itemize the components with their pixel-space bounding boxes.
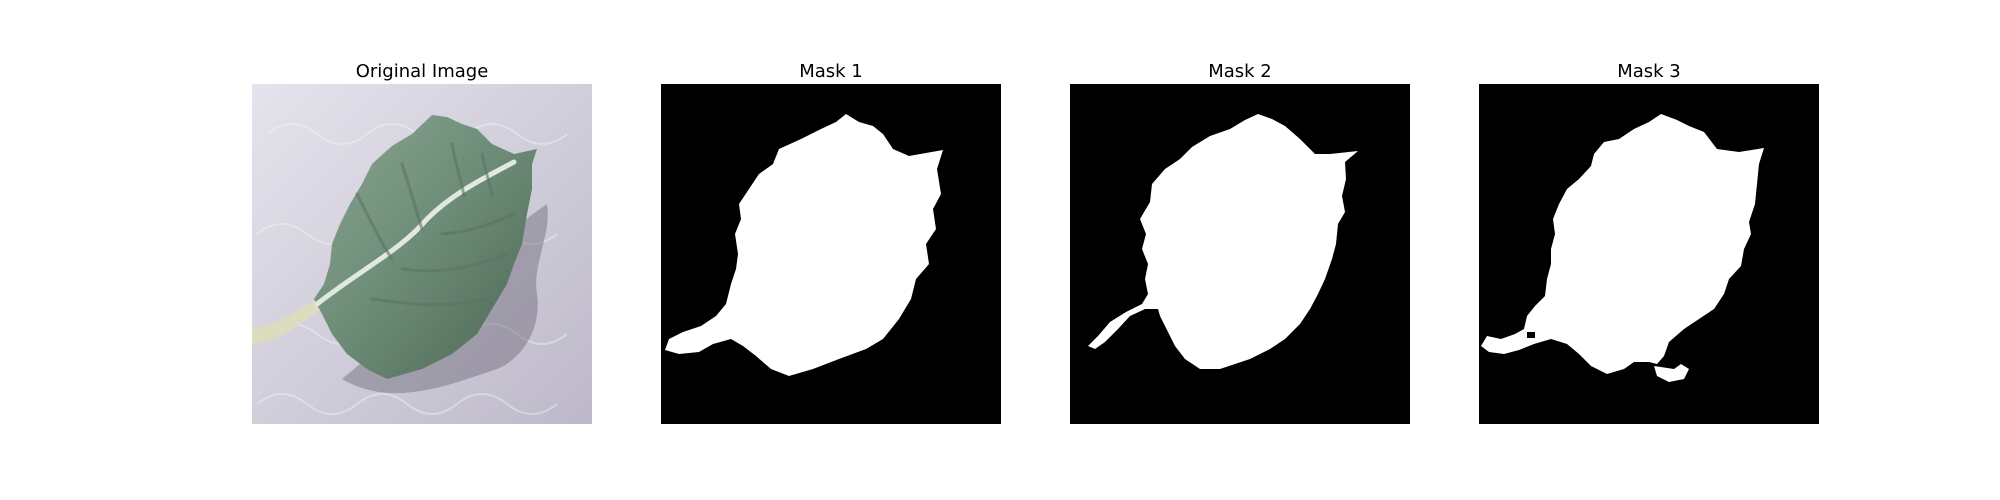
panel-mask-2: Mask 2 bbox=[1070, 60, 1410, 424]
panel-mask-1: Mask 1 bbox=[661, 60, 1001, 424]
mask-1-image bbox=[661, 84, 1001, 424]
binary-mask-3 bbox=[1479, 84, 1819, 424]
mask-3-image bbox=[1479, 84, 1819, 424]
panel-original-image: Original Image bbox=[252, 60, 592, 424]
binary-mask-1 bbox=[661, 84, 1001, 424]
panel-title-mask-1: Mask 1 bbox=[661, 60, 1001, 84]
mask-hole bbox=[1527, 332, 1535, 338]
panel-title-original-image: Original Image bbox=[252, 60, 592, 84]
panel-mask-3: Mask 3 bbox=[1479, 60, 1819, 424]
binary-mask-2 bbox=[1070, 84, 1410, 424]
original-image bbox=[252, 84, 592, 424]
mask-2-image bbox=[1070, 84, 1410, 424]
panel-title-mask-3: Mask 3 bbox=[1479, 60, 1819, 84]
leaf-photo bbox=[252, 84, 592, 424]
panel-title-mask-2: Mask 2 bbox=[1070, 60, 1410, 84]
